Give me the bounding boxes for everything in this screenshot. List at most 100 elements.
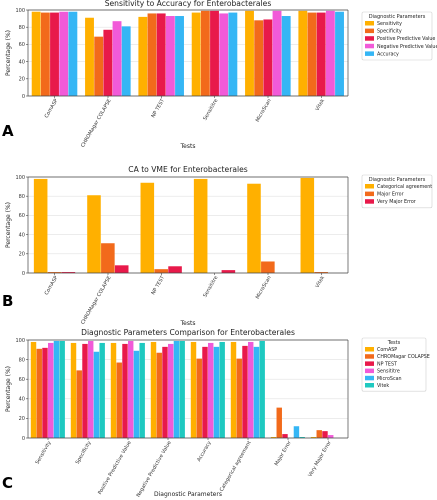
bar-sensitivity-chromagar-colapse xyxy=(85,17,94,97)
chart-title: Sensitivity to Accuracy for Enterobacter… xyxy=(105,0,272,8)
legend-entry-chromagar-colapse: CHROMagar COLAPSE xyxy=(377,354,430,360)
bar-sensititre-very-major-error xyxy=(328,435,334,438)
legend-swatch-sensitivity xyxy=(365,21,374,26)
x-tick-label: CHROMagar COLAPSE xyxy=(80,275,113,326)
legend-swatch-sensititre xyxy=(365,368,374,374)
bar-microscan-categorical-agreement xyxy=(253,346,260,438)
bar-comasp-specificity xyxy=(70,342,77,438)
bar-accuracy-comasp xyxy=(68,11,78,96)
bar-chromagar-colapse-major-error xyxy=(276,407,282,438)
bar-np-test-categorical-agreement xyxy=(242,345,248,438)
bar-microscan-specificity xyxy=(93,351,100,438)
legend-swatch-np-test xyxy=(365,361,374,366)
legend-swatch-negative-predictive-value xyxy=(365,43,374,49)
bar-np-test-accuracy xyxy=(202,346,208,438)
chart-title: CA to VME for Enterobacterales xyxy=(128,165,247,174)
y-tick-label: 80 xyxy=(19,357,25,363)
bar-microscan-major-error xyxy=(293,426,300,438)
bar-specificity-np-test xyxy=(147,13,157,96)
legend-entry-specificity: Specificity xyxy=(377,29,402,35)
chart-c: 0 20 40 60 80 100 Sensitivity Specificity Positi… xyxy=(2,328,430,498)
bar-categorical-agreement-microscan xyxy=(247,183,261,273)
bar-positive-predictive-value-sensititre xyxy=(210,10,219,96)
bar-sensititre-positive-predictive-value xyxy=(128,340,134,438)
bar-major-error-np-test xyxy=(154,269,168,273)
y-tick-label: 100 xyxy=(15,8,25,14)
y-tick-label: 60 xyxy=(19,42,25,48)
y-tick-label: 100 xyxy=(15,175,25,181)
bar-accuracy-microscan xyxy=(281,16,291,96)
axes xyxy=(27,177,348,274)
bar-np-test-major-error xyxy=(282,434,288,438)
x-tick-label: MicroScan xyxy=(255,275,273,300)
x-tick-label: MicroScan xyxy=(255,98,273,123)
legend-entry-vitek: Vitek xyxy=(377,383,389,389)
bar-specificity-chromagar-colapse xyxy=(94,36,104,96)
legend-entry-comasp: ComASP xyxy=(377,347,397,353)
bar-sensitivity-comasp xyxy=(31,11,41,96)
bar-negative-predictive-value-microscan xyxy=(272,10,282,96)
bar-positive-predictive-value-chromagar-colapse xyxy=(103,29,113,97)
bar-sensititre-categorical-agreement xyxy=(248,341,254,438)
bar-major-error-microscan xyxy=(261,261,275,273)
legend-swatch-categorical-agreement xyxy=(365,184,374,189)
chart-title: Diagnostic Parameters Comparison for Ent… xyxy=(81,328,295,337)
bar-np-test-sensitivity xyxy=(42,347,48,438)
x-tick-label: Very Major Error xyxy=(307,439,333,478)
bar-sensititre-specificity xyxy=(88,340,94,438)
x-tick-label: Negative Predictive Value xyxy=(136,440,173,498)
x-axis-label: Tests xyxy=(180,143,196,150)
bar-major-error-chromagar-colapse xyxy=(101,243,115,273)
bar-microscan-negative-predictive-value xyxy=(173,340,180,438)
bar-vitek-major-error xyxy=(299,437,305,438)
legend-entry-accuracy: Accuracy xyxy=(377,51,399,57)
bar-specificity-comasp xyxy=(40,12,50,96)
x-tick-label: Positive Predictive Value xyxy=(97,440,133,496)
bar-categorical-agreement-sensititre xyxy=(193,178,208,273)
bar-negative-predictive-value-vitek xyxy=(325,10,335,96)
y-tick-label: 40 xyxy=(19,397,25,403)
bar-negative-predictive-value-sensititre xyxy=(219,13,229,96)
bar-negative-predictive-value-chromagar-colapse xyxy=(112,21,122,96)
y-tick-label: 80 xyxy=(19,194,25,200)
bar-chromagar-colapse-negative-predictive-value xyxy=(156,352,162,438)
y-tick-label: 20 xyxy=(19,252,25,258)
x-tick-label: Vitek xyxy=(315,275,327,289)
x-tick-label: Major Error xyxy=(274,439,293,467)
bar-chromagar-colapse-specificity xyxy=(76,370,82,438)
x-tick-label: Vitek xyxy=(315,98,327,112)
x-tick-label: NP TEST xyxy=(150,97,166,119)
bar-comasp-very-major-error xyxy=(310,437,317,438)
x-tick-label: ComASP xyxy=(44,275,60,296)
bar-categorical-agreement-comasp xyxy=(33,178,48,273)
bar-comasp-negative-predictive-value xyxy=(150,341,157,438)
legend-title: Tests xyxy=(387,340,401,346)
bar-np-test-very-major-error xyxy=(322,431,328,438)
legend-entry-microscan: MicroScan xyxy=(377,376,402,382)
bar-microscan-sensitivity xyxy=(53,340,60,438)
legend-entry-sensititre: Sensititre xyxy=(377,369,400,375)
bar-very-major-error-comasp xyxy=(61,272,76,273)
legend-entry-major-error: Major Error xyxy=(377,192,404,198)
bar-specificity-vitek xyxy=(307,12,317,96)
bar-chromagar-colapse-sensitivity xyxy=(36,348,42,438)
bar-accuracy-chromagar-colapse xyxy=(121,26,131,97)
y-tick-label: 0 xyxy=(22,271,25,277)
bar-positive-predictive-value-microscan xyxy=(263,19,273,96)
bar-categorical-agreement-np-test xyxy=(140,182,155,273)
legend-title: Diagnostic Parameters xyxy=(369,177,426,183)
x-axis-label: Tests xyxy=(180,320,196,327)
bar-np-test-specificity xyxy=(82,343,88,438)
panel-letter: B xyxy=(2,292,13,310)
y-tick-label: 100 xyxy=(15,338,25,344)
bar-chromagar-colapse-positive-predictive-value xyxy=(116,362,122,438)
y-tick-label: 80 xyxy=(19,25,25,31)
chart-a: 0 20 40 60 80 100 ComASP CHROMagar COLAPSE NP TE… xyxy=(2,0,437,150)
y-tick-label: 20 xyxy=(19,77,25,83)
legend-entry-positive-predictive-value: Positive Predictive Value xyxy=(377,36,435,42)
bar-microscan-accuracy xyxy=(213,346,220,438)
bar-sensitivity-microscan xyxy=(245,10,254,96)
legend-entry-np-test: NP TEST xyxy=(377,361,397,367)
